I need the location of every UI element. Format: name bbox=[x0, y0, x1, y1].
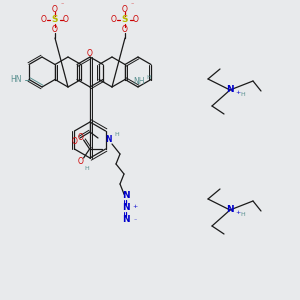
Text: ⁻: ⁻ bbox=[134, 220, 136, 224]
Text: N: N bbox=[226, 206, 234, 214]
Text: O: O bbox=[52, 5, 58, 14]
Text: O: O bbox=[122, 5, 128, 14]
Text: +: + bbox=[236, 91, 241, 95]
Text: N: N bbox=[122, 203, 130, 212]
Text: O: O bbox=[78, 133, 83, 142]
Text: N: N bbox=[226, 85, 234, 94]
Text: N: N bbox=[122, 215, 130, 224]
Text: +: + bbox=[132, 203, 138, 208]
Text: +: + bbox=[236, 211, 241, 215]
Text: O: O bbox=[133, 16, 139, 25]
Text: O: O bbox=[78, 157, 83, 166]
Text: O: O bbox=[63, 16, 69, 25]
Text: NH: NH bbox=[133, 77, 145, 86]
Text: H: H bbox=[241, 212, 245, 217]
Text: S: S bbox=[52, 16, 58, 25]
Text: H: H bbox=[115, 133, 119, 137]
Text: O: O bbox=[52, 26, 58, 34]
Text: O: O bbox=[72, 137, 78, 146]
Text: ⁻: ⁻ bbox=[130, 4, 134, 8]
Text: O: O bbox=[122, 26, 128, 34]
Text: N: N bbox=[105, 136, 111, 145]
Text: ⁻: ⁻ bbox=[60, 4, 64, 8]
Text: O: O bbox=[41, 16, 47, 25]
Text: H: H bbox=[147, 75, 152, 80]
Text: N: N bbox=[122, 191, 130, 200]
Text: HN: HN bbox=[10, 75, 22, 84]
Text: O: O bbox=[111, 16, 117, 25]
Text: H: H bbox=[241, 92, 245, 97]
Text: H: H bbox=[84, 166, 89, 170]
Text: S: S bbox=[122, 16, 128, 25]
Text: O: O bbox=[87, 49, 93, 58]
